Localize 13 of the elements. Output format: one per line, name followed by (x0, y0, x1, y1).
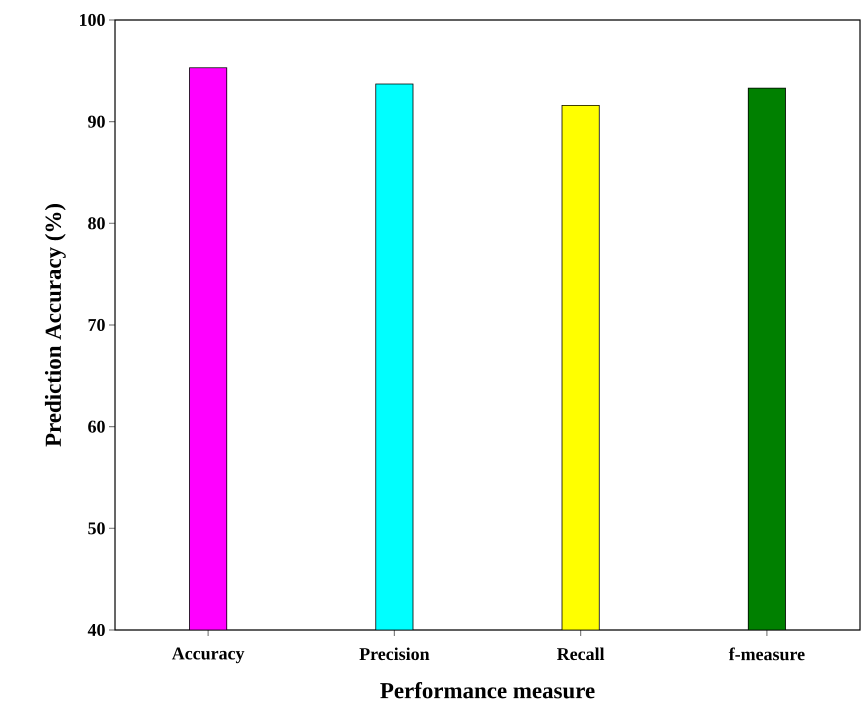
y-tick-label: 90 (88, 116, 105, 128)
x-tick-label: Accuracy (172, 648, 244, 664)
x-axis-title: Performance measure (380, 682, 595, 698)
y-tick-label: 80 (88, 217, 105, 230)
y-tick-label: 40 (88, 624, 105, 636)
y-tick-label: 70 (88, 318, 105, 332)
y-tick-label: 100 (80, 14, 105, 26)
x-tick-label: Precision (360, 647, 430, 660)
y-tick-label: 60 (88, 420, 105, 433)
x-tick-label: Recall (557, 647, 604, 660)
y-tick-label: 50 (88, 522, 105, 534)
y-axis-title: Prediction Accuracy (%) (44, 204, 66, 447)
x-tick-label: f-measure (728, 648, 805, 660)
